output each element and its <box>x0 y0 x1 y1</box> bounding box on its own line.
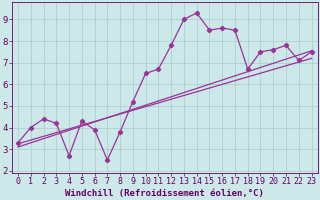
X-axis label: Windchill (Refroidissement éolien,°C): Windchill (Refroidissement éolien,°C) <box>65 189 264 198</box>
